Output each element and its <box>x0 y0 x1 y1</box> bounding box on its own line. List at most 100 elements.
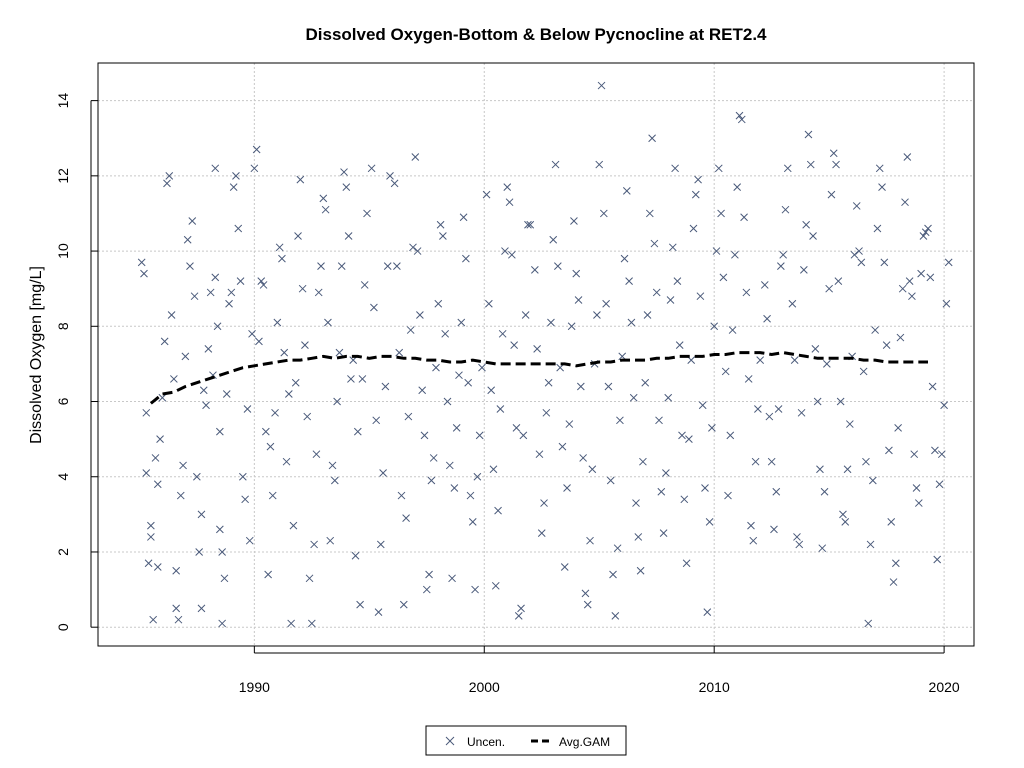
data-point <box>563 484 571 492</box>
data-point <box>273 318 282 327</box>
data-point <box>330 476 339 485</box>
data-point <box>503 183 512 191</box>
data-point <box>760 281 769 289</box>
data-point <box>567 322 576 331</box>
data-point <box>542 408 551 417</box>
data-point <box>303 412 312 421</box>
data-point <box>885 446 893 455</box>
data-point <box>202 401 210 410</box>
data-point <box>284 390 293 398</box>
data-point <box>747 521 755 530</box>
data-point <box>648 134 656 143</box>
data-point <box>216 525 224 534</box>
data-point <box>673 277 682 286</box>
data-point <box>427 476 436 485</box>
data-point <box>708 423 716 432</box>
data-point <box>491 581 500 590</box>
data-point <box>937 450 946 459</box>
data-point <box>583 600 592 609</box>
data-point <box>602 299 610 308</box>
data-point <box>517 604 525 613</box>
data-point <box>650 239 659 248</box>
data-point <box>170 375 178 383</box>
data-point <box>609 570 617 579</box>
data-point <box>204 345 213 353</box>
data-point <box>505 198 514 207</box>
data-point <box>802 220 811 229</box>
data-point <box>540 499 548 507</box>
data-point <box>666 296 675 304</box>
data-point <box>227 288 236 297</box>
data-point <box>914 499 923 507</box>
data-point <box>344 232 353 240</box>
data-point <box>172 566 181 575</box>
data-point <box>574 296 583 304</box>
data-point <box>296 175 305 184</box>
data-point <box>137 258 146 267</box>
data-point <box>905 277 914 286</box>
data-point <box>186 262 194 270</box>
data-point <box>501 247 509 255</box>
data-point <box>843 465 852 474</box>
data-point <box>576 382 585 391</box>
data-point <box>935 480 944 489</box>
data-point <box>489 465 498 474</box>
data-point <box>199 386 208 395</box>
data-point <box>855 247 863 255</box>
data-point <box>220 574 229 583</box>
data-point <box>680 495 689 504</box>
data-point <box>147 521 155 530</box>
data-point <box>800 266 808 274</box>
data-point <box>390 179 399 188</box>
data-point <box>510 341 519 349</box>
data-point <box>620 254 629 263</box>
data-point <box>551 160 560 169</box>
data-point <box>406 326 415 334</box>
data-point <box>310 540 318 549</box>
data-point <box>678 431 686 440</box>
data-point <box>588 465 597 474</box>
data-point <box>827 190 836 199</box>
data-point <box>294 232 302 240</box>
legend: Uncen. Avg.GAM <box>425 725 627 756</box>
data-point <box>737 115 746 124</box>
data-point <box>287 619 295 628</box>
data-point <box>326 536 335 545</box>
data-point <box>703 608 712 617</box>
data-point <box>597 81 606 90</box>
chart-title: Dissolved Oxygen-Bottom & Below Pycnocli… <box>306 25 768 44</box>
data-point <box>818 544 827 553</box>
data-point <box>367 164 376 173</box>
data-point <box>376 540 385 549</box>
data-point <box>216 427 224 436</box>
data-point <box>291 378 300 387</box>
data-point <box>172 604 181 613</box>
data-point <box>845 420 854 428</box>
data-point <box>436 220 445 229</box>
data-point <box>793 533 801 541</box>
data-point <box>641 378 650 387</box>
data-point <box>839 510 847 519</box>
data-point <box>328 461 337 470</box>
data-point <box>689 224 698 233</box>
data-point <box>813 397 822 406</box>
y-tick-label: 4 <box>55 473 71 481</box>
data-point <box>487 386 496 395</box>
y-axis-label: Dissolved Oxygen [mg/L] <box>28 266 45 444</box>
data-point <box>537 529 546 538</box>
data-point <box>857 258 866 267</box>
data-point <box>908 292 916 301</box>
data-point <box>508 250 516 259</box>
data-point <box>245 536 254 545</box>
data-point <box>903 153 912 161</box>
data-point <box>691 190 700 199</box>
data-point <box>806 160 815 169</box>
data-point <box>353 427 362 436</box>
data-point <box>255 337 263 346</box>
data-point <box>866 540 875 549</box>
data-point <box>733 183 742 191</box>
legend-label-gam: Avg.GAM <box>559 735 610 749</box>
data-point <box>797 408 806 417</box>
data-point <box>232 171 240 180</box>
data-point <box>696 292 705 301</box>
